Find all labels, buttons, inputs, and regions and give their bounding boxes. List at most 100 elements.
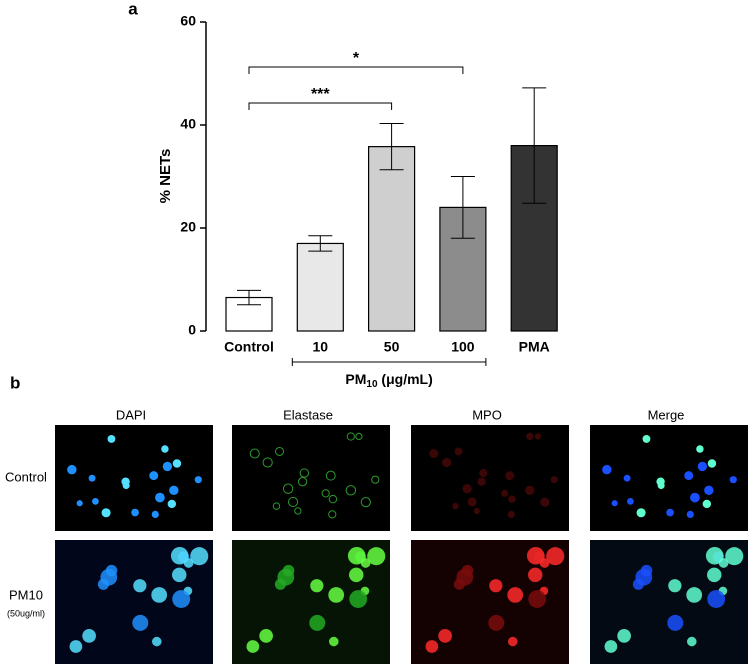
cell — [367, 547, 386, 566]
x-tick-label: 50 — [384, 339, 400, 355]
column-header: DAPI — [116, 407, 146, 422]
cell — [161, 445, 169, 453]
cell — [105, 564, 118, 577]
cell — [636, 508, 646, 518]
cell — [534, 433, 542, 440]
cell — [501, 489, 509, 498]
cell — [167, 499, 177, 509]
cell — [611, 500, 618, 507]
cell — [121, 477, 130, 486]
cell — [526, 432, 534, 441]
cell — [69, 640, 83, 653]
cell — [729, 476, 737, 484]
cell — [131, 508, 139, 517]
cell — [429, 449, 439, 459]
cell — [539, 558, 550, 568]
cell — [76, 500, 83, 507]
cell — [453, 578, 465, 590]
cell — [294, 507, 302, 515]
cell — [550, 476, 558, 484]
cell — [347, 546, 366, 565]
cell — [172, 459, 182, 468]
cell — [489, 579, 503, 593]
column-header: Merge — [648, 407, 685, 422]
cell — [309, 614, 326, 631]
significance-bracket — [248, 102, 393, 110]
cell — [686, 510, 694, 518]
cell — [632, 578, 644, 590]
cell — [345, 485, 357, 496]
micrograph — [232, 425, 390, 531]
column-header: Elastase — [283, 407, 333, 422]
panel-label: b — [10, 373, 20, 392]
significance-label: *** — [311, 86, 330, 103]
cell — [462, 484, 472, 494]
cell — [668, 579, 682, 593]
cell — [360, 558, 371, 568]
cell — [690, 492, 700, 503]
cell — [704, 485, 714, 496]
cell — [349, 567, 364, 583]
cell — [540, 497, 550, 507]
cell — [328, 494, 338, 504]
x-tick-label: 100 — [451, 339, 475, 355]
y-tick-label: 60 — [180, 13, 196, 29]
cell — [92, 497, 99, 505]
cell — [274, 578, 286, 590]
cell — [473, 507, 481, 515]
cell — [190, 547, 209, 566]
cell — [604, 640, 618, 653]
cell — [321, 489, 330, 498]
cell — [623, 474, 631, 482]
cell — [696, 445, 704, 453]
significance-bracket — [248, 66, 464, 74]
cell — [325, 470, 336, 481]
cell — [297, 476, 308, 487]
x-tick-label: 10 — [313, 339, 329, 355]
cell — [172, 567, 187, 583]
cell — [355, 432, 363, 441]
cell — [272, 502, 281, 510]
cell — [82, 629, 96, 643]
cell — [507, 510, 515, 518]
cell — [246, 640, 260, 653]
micrograph — [411, 425, 569, 531]
cell — [133, 579, 147, 593]
x-axis-label-part: (μg/mL) — [378, 371, 433, 387]
cell — [259, 629, 273, 643]
cell — [162, 461, 173, 472]
cell — [705, 546, 724, 565]
cell — [310, 579, 324, 593]
y-tick-label: 40 — [180, 116, 196, 132]
cell — [508, 495, 516, 503]
cell — [508, 636, 518, 647]
cell — [525, 485, 535, 496]
cell — [627, 497, 634, 505]
cell — [287, 496, 299, 508]
cell — [507, 587, 524, 603]
cell — [642, 435, 651, 443]
cell — [67, 464, 77, 475]
row-label: Control — [5, 469, 47, 484]
cell — [461, 564, 474, 577]
cell — [299, 468, 310, 478]
x-tick-label: PMA — [519, 339, 550, 355]
cell — [452, 502, 459, 510]
cell — [183, 558, 194, 568]
x-axis-label: PM10 (μg/mL) — [345, 371, 432, 390]
cell — [425, 640, 439, 653]
bar — [368, 146, 416, 332]
cell — [101, 508, 111, 518]
cell — [107, 435, 116, 443]
cell — [477, 477, 486, 486]
x-axis-label-part: 10 — [366, 379, 378, 390]
x-tick-label: Control — [224, 339, 274, 355]
y-tick-label: 20 — [180, 219, 196, 235]
cell — [488, 614, 505, 631]
cell — [349, 590, 368, 608]
cell — [262, 457, 273, 468]
cell — [707, 459, 717, 468]
cell — [617, 629, 631, 643]
cell — [718, 558, 729, 568]
